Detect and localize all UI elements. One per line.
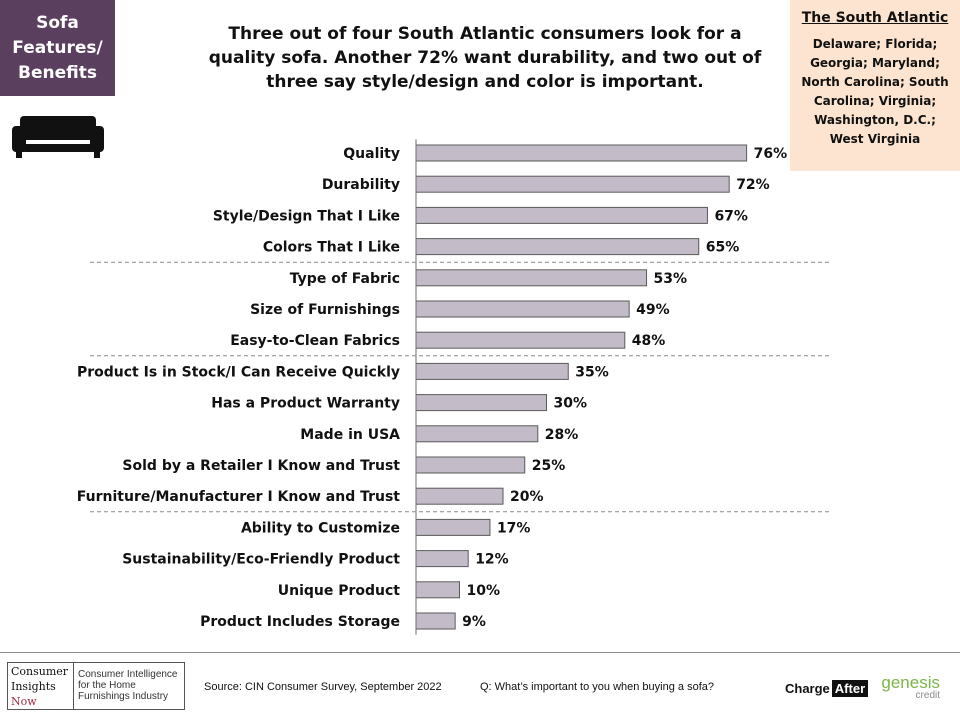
bar-chart: Quality 76% Durability 72% Style/Design That… bbox=[77, 139, 830, 635]
section-tag: Sofa Features/ Benefits bbox=[0, 0, 115, 96]
bar bbox=[415, 612, 456, 630]
section-tag-line: Benefits bbox=[18, 62, 97, 83]
bar bbox=[415, 362, 569, 380]
data-label: 65% bbox=[706, 240, 740, 256]
data-label: 35% bbox=[575, 364, 609, 380]
bar bbox=[415, 394, 547, 412]
bar bbox=[415, 518, 491, 536]
category-label: Sustainability/Eco-Friendly Product bbox=[122, 552, 400, 568]
data-label: 17% bbox=[497, 520, 531, 536]
bar bbox=[415, 487, 504, 505]
category-label: Type of Fabric bbox=[290, 271, 400, 287]
cin-logo-text-line: for the Home bbox=[78, 680, 136, 691]
cin-logo-mark-line: Consumer bbox=[11, 665, 69, 678]
region-state-line: Georgia; Maryland; bbox=[810, 56, 940, 70]
category-label: Ability to Customize bbox=[241, 520, 400, 536]
category-label: Colors That I Like bbox=[263, 240, 400, 256]
genesis-credit-logo: genesis credit bbox=[876, 674, 940, 701]
category-label: Style/Design That I Like bbox=[213, 208, 400, 224]
region-state-line: West Virginia bbox=[829, 132, 921, 146]
bar bbox=[415, 269, 648, 287]
footer-divider bbox=[0, 652, 960, 653]
bar bbox=[415, 238, 700, 256]
category-label: Product Includes Storage bbox=[200, 614, 400, 630]
category-label: Made in USA bbox=[300, 427, 400, 443]
bar bbox=[415, 550, 469, 568]
data-label: 9% bbox=[462, 614, 486, 630]
sofa-icon bbox=[12, 116, 104, 158]
bar bbox=[415, 456, 526, 474]
region-states: Delaware; Florida; Georgia; Maryland; No… bbox=[794, 35, 956, 149]
category-label: Furniture/Manufacturer I Know and Trust bbox=[77, 489, 401, 505]
data-label: 12% bbox=[475, 552, 509, 568]
cin-logo-text: Consumer Intelligence for the Home Furni… bbox=[74, 663, 184, 709]
category-label: Easy-to-Clean Fabrics bbox=[230, 333, 400, 349]
data-label: 76% bbox=[754, 146, 788, 162]
category-label: Product Is in Stock/I Can Receive Quickl… bbox=[77, 364, 400, 380]
category-label: Has a Product Warranty bbox=[211, 396, 400, 412]
bar bbox=[415, 300, 630, 318]
cin-logo-mark-line: Insights bbox=[11, 680, 56, 693]
data-label: 53% bbox=[654, 271, 688, 287]
chargeafter-logo-charge: Charge bbox=[785, 681, 830, 696]
section-tag-line: Sofa bbox=[36, 12, 79, 33]
region-title: The South Atlantic bbox=[801, 10, 949, 26]
bar bbox=[415, 175, 730, 193]
cin-logo-text-line: Furnishings Industry bbox=[78, 691, 169, 702]
category-label: Size of Furnishings bbox=[250, 302, 400, 318]
data-label: 28% bbox=[545, 427, 579, 443]
region-state-line: Delaware; Florida; bbox=[812, 37, 938, 51]
data-label: 72% bbox=[736, 177, 770, 193]
question-note: Q: What’s important to you when buying a… bbox=[480, 681, 714, 693]
chargeafter-logo-after: After bbox=[831, 680, 869, 697]
data-label: 10% bbox=[467, 583, 501, 599]
data-label: 30% bbox=[554, 396, 588, 412]
data-label: 49% bbox=[636, 302, 670, 318]
cin-logo-mark: Consumer Insights Now bbox=[8, 663, 74, 709]
region-box: The South Atlantic Delaware; Florida; Ge… bbox=[790, 0, 960, 171]
chargeafter-logo: Charge After bbox=[785, 680, 869, 697]
data-label: 20% bbox=[510, 489, 544, 505]
headline: Three out of four South Atlantic consume… bbox=[208, 24, 762, 92]
region-state-line: North Carolina; South bbox=[801, 75, 949, 89]
bar bbox=[415, 144, 748, 162]
bar bbox=[415, 581, 460, 599]
bar bbox=[415, 331, 626, 349]
category-label: Sold by a Retailer I Know and Trust bbox=[122, 458, 400, 474]
category-label: Quality bbox=[343, 146, 400, 162]
source-note: Source: CIN Consumer Survey, September 2… bbox=[204, 681, 442, 693]
category-label: Durability bbox=[322, 177, 400, 193]
region-state-line: Washington, D.C.; bbox=[814, 113, 936, 127]
genesis-logo-sub: credit bbox=[915, 690, 940, 701]
cin-logo-text-line: Consumer Intelligence bbox=[78, 669, 178, 680]
cin-logo-mark-line: Now bbox=[11, 695, 37, 708]
bar bbox=[415, 206, 708, 224]
bar bbox=[415, 425, 539, 443]
category-label: Unique Product bbox=[278, 583, 401, 599]
data-label: 48% bbox=[632, 333, 666, 349]
region-state-line: Carolina; Virginia; bbox=[813, 94, 937, 108]
section-tag-line: Features/ bbox=[12, 37, 103, 58]
data-label: 67% bbox=[714, 208, 748, 224]
cin-logo: Consumer Insights Now Consumer Intellige… bbox=[7, 662, 185, 710]
genesis-logo-word: genesis bbox=[881, 673, 940, 692]
data-label: 25% bbox=[532, 458, 566, 474]
